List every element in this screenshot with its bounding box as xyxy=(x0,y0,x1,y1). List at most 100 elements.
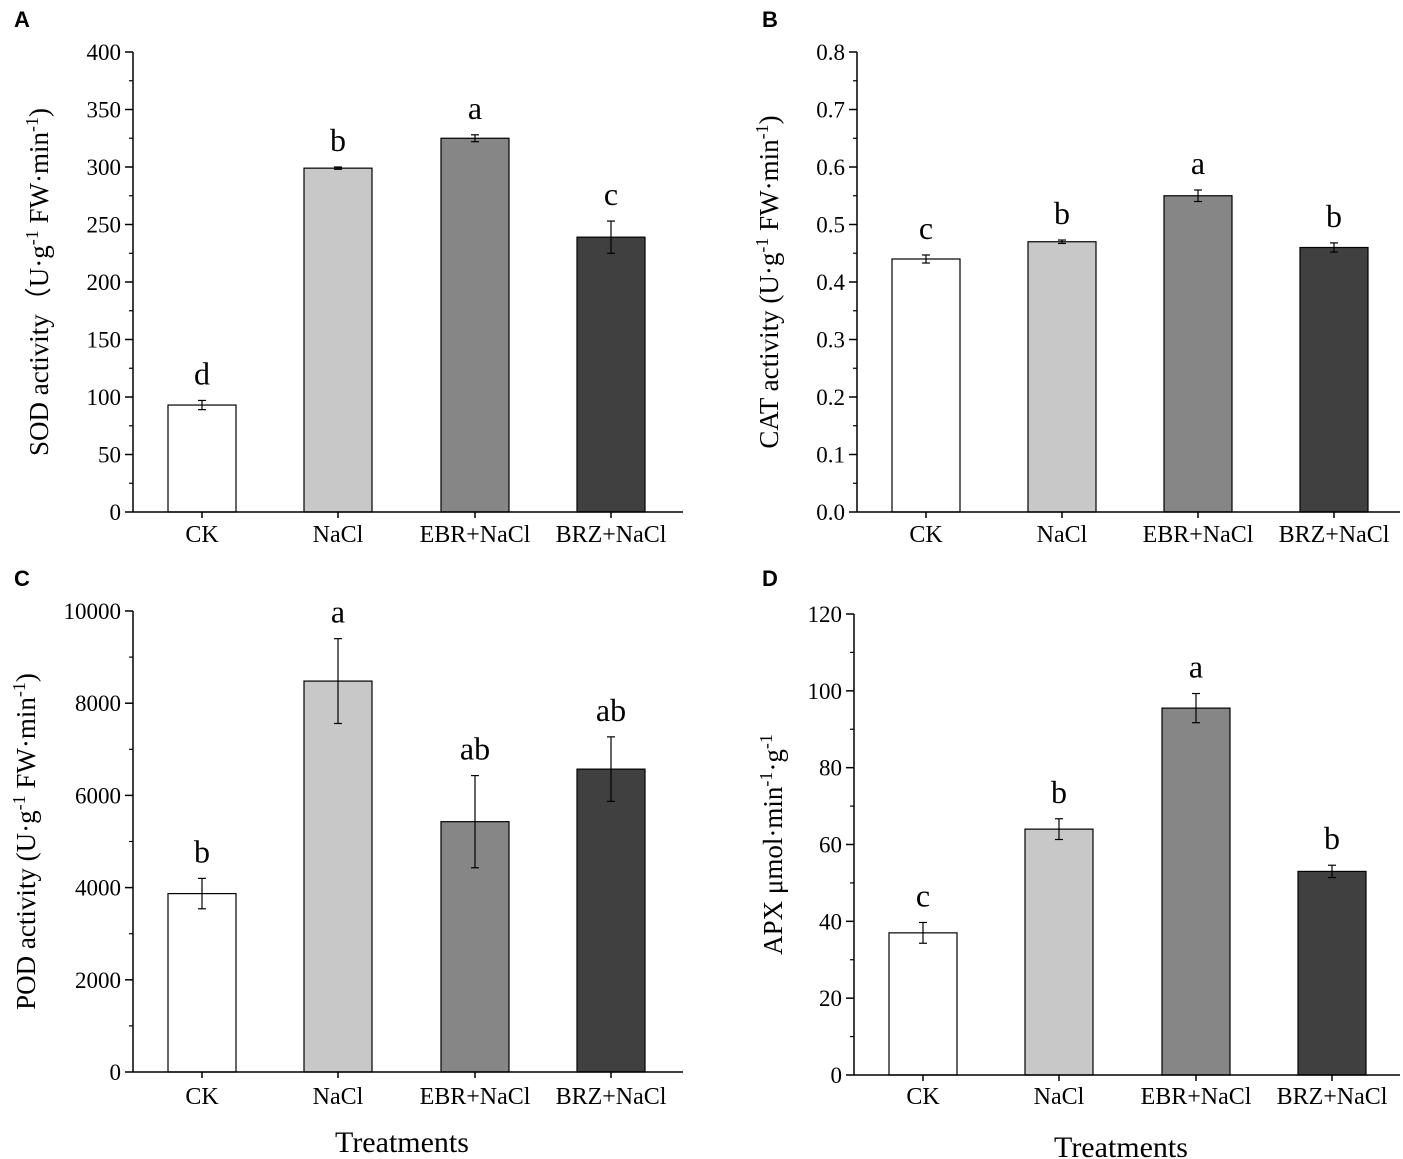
y-axis-label: SOD activity（U·g-1 FW·min-1) xyxy=(22,108,54,456)
error-bar xyxy=(607,220,615,254)
y-axis-label: CAT activity (U·g-1 FW·min-1) xyxy=(752,115,784,448)
y-tick-label: 100 xyxy=(808,679,843,704)
error-bar xyxy=(1058,239,1066,245)
x-tick-label: CK xyxy=(906,1084,940,1110)
chart-panel-d: Dc CK b NaCl a EBR+NaCl b BRZ+NaCl 0 20 40 60 80 100 1… xyxy=(756,566,1400,1159)
x-tick-label: EBR+NaCl xyxy=(1141,1084,1252,1110)
bar-ebr-nacl xyxy=(440,137,510,513)
y-tick-label: 0.8 xyxy=(816,40,845,65)
significance-letter: c xyxy=(916,877,930,913)
significance-letter: ab xyxy=(596,692,626,728)
significance-letter: ab xyxy=(460,731,490,767)
significance-letter: c xyxy=(919,210,933,246)
y-tick-label: 8000 xyxy=(75,691,121,716)
significance-letter: b xyxy=(330,122,346,158)
error-bar xyxy=(198,877,206,910)
y-tick-label: 300 xyxy=(87,155,122,180)
panel-label: B xyxy=(762,7,778,32)
error-bar xyxy=(471,774,479,869)
y-tick-label: 40 xyxy=(819,909,842,934)
y-tick-label: 50 xyxy=(98,443,121,468)
bar-brz-nacl xyxy=(576,236,646,513)
y-tick-label: 250 xyxy=(87,213,122,238)
panel-label: D xyxy=(762,566,778,591)
significance-letter: b xyxy=(1051,774,1067,810)
y-tick-label: 4000 xyxy=(75,876,121,901)
error-bar xyxy=(919,921,927,944)
y-tick-label: 0 xyxy=(110,500,122,525)
y-tick-label: 0.7 xyxy=(816,98,845,123)
y-tick-label: 200 xyxy=(87,270,122,295)
significance-letter: a xyxy=(468,90,482,126)
y-axis-label: POD activity (U·g-1 FW·min-1) xyxy=(9,673,41,1010)
x-tick-label: BRZ+NaCl xyxy=(1279,522,1390,548)
y-tick-label: 100 xyxy=(87,385,122,410)
bar-ebr-nacl xyxy=(1163,195,1233,513)
bar-brz-nacl xyxy=(576,768,646,1073)
x-axis-label: Treatments xyxy=(1054,1131,1188,1159)
y-tick-label: 10000 xyxy=(64,599,122,624)
chart-panel-c: Cb CK a NaCl ab EBR+NaCl ab BRZ+NaCl 0 2000 4000 60… xyxy=(9,566,683,1159)
error-bar xyxy=(334,638,342,725)
x-tick-label: NaCl xyxy=(1034,1084,1085,1110)
bar-ck xyxy=(167,404,237,513)
error-bar xyxy=(922,254,930,264)
chart-panel-b: Bc CK b NaCl a EBR+NaCl b BRZ+NaCl 0.0 0.1 0.2 0.3 0… xyxy=(752,7,1400,548)
y-tick-label: 400 xyxy=(87,40,122,65)
x-tick-label: NaCl xyxy=(313,522,364,548)
x-tick-label: CK xyxy=(185,522,219,548)
bar-nacl xyxy=(303,680,373,1073)
y-tick-label: 2000 xyxy=(75,968,121,993)
y-tick-label: 350 xyxy=(87,98,122,123)
y-tick-label: 0.4 xyxy=(816,270,845,295)
y-tick-label: 0.2 xyxy=(816,385,845,410)
significance-letter: a xyxy=(1189,649,1203,685)
error-bar xyxy=(334,166,342,170)
y-tick-label: 0 xyxy=(831,1063,843,1088)
panel-label: A xyxy=(14,7,30,32)
x-tick-label: BRZ+NaCl xyxy=(556,1084,667,1110)
y-tick-label: 80 xyxy=(819,756,842,781)
y-tick-label: 0 xyxy=(110,1060,122,1085)
y-tick-label: 0.5 xyxy=(816,213,845,238)
y-axis-label: APX μmol·min-1·g-1 xyxy=(756,734,788,955)
error-bar xyxy=(1330,242,1338,253)
error-bar xyxy=(1194,189,1202,203)
significance-letter: b xyxy=(1324,820,1340,856)
bar-nacl xyxy=(1027,241,1097,513)
significance-letter: c xyxy=(604,176,618,212)
y-tick-label: 150 xyxy=(87,328,122,353)
significance-letter: b xyxy=(1326,198,1342,234)
error-bar xyxy=(198,399,206,411)
bar-nacl xyxy=(1024,828,1094,1076)
y-tick-label: 0.1 xyxy=(816,443,845,468)
x-tick-label: CK xyxy=(185,1084,219,1110)
x-axis-label: Treatments xyxy=(335,1126,469,1159)
x-tick-label: BRZ+NaCl xyxy=(556,522,667,548)
bar-ck xyxy=(888,932,958,1076)
chart-panel-a: Ad CK b NaCl a EBR+NaCl c BRZ+NaCl 0 50 100 150 200 2… xyxy=(14,7,683,548)
x-tick-label: EBR+NaCl xyxy=(420,1084,531,1110)
bar-ebr-nacl xyxy=(1161,707,1231,1076)
significance-letter: a xyxy=(1191,145,1205,181)
error-bar xyxy=(1192,692,1200,724)
y-tick-label: 0.0 xyxy=(816,500,845,525)
x-tick-label: NaCl xyxy=(313,1084,364,1110)
error-bar xyxy=(607,736,615,802)
error-bar xyxy=(1055,818,1063,841)
x-tick-label: NaCl xyxy=(1037,522,1088,548)
error-bar xyxy=(471,134,479,143)
y-tick-label: 0.3 xyxy=(816,328,845,353)
bar-brz-nacl xyxy=(1297,870,1367,1076)
y-tick-label: 0.6 xyxy=(816,155,845,180)
x-tick-label: EBR+NaCl xyxy=(420,522,531,548)
y-tick-label: 60 xyxy=(819,833,842,858)
x-tick-label: BRZ+NaCl xyxy=(1277,1084,1388,1110)
significance-letter: a xyxy=(331,594,345,630)
x-tick-label: EBR+NaCl xyxy=(1143,522,1254,548)
panel-label: C xyxy=(14,566,30,591)
significance-letter: b xyxy=(194,833,210,869)
y-tick-label: 120 xyxy=(808,602,843,627)
x-tick-label: CK xyxy=(909,522,943,548)
bar-ck xyxy=(167,892,237,1073)
